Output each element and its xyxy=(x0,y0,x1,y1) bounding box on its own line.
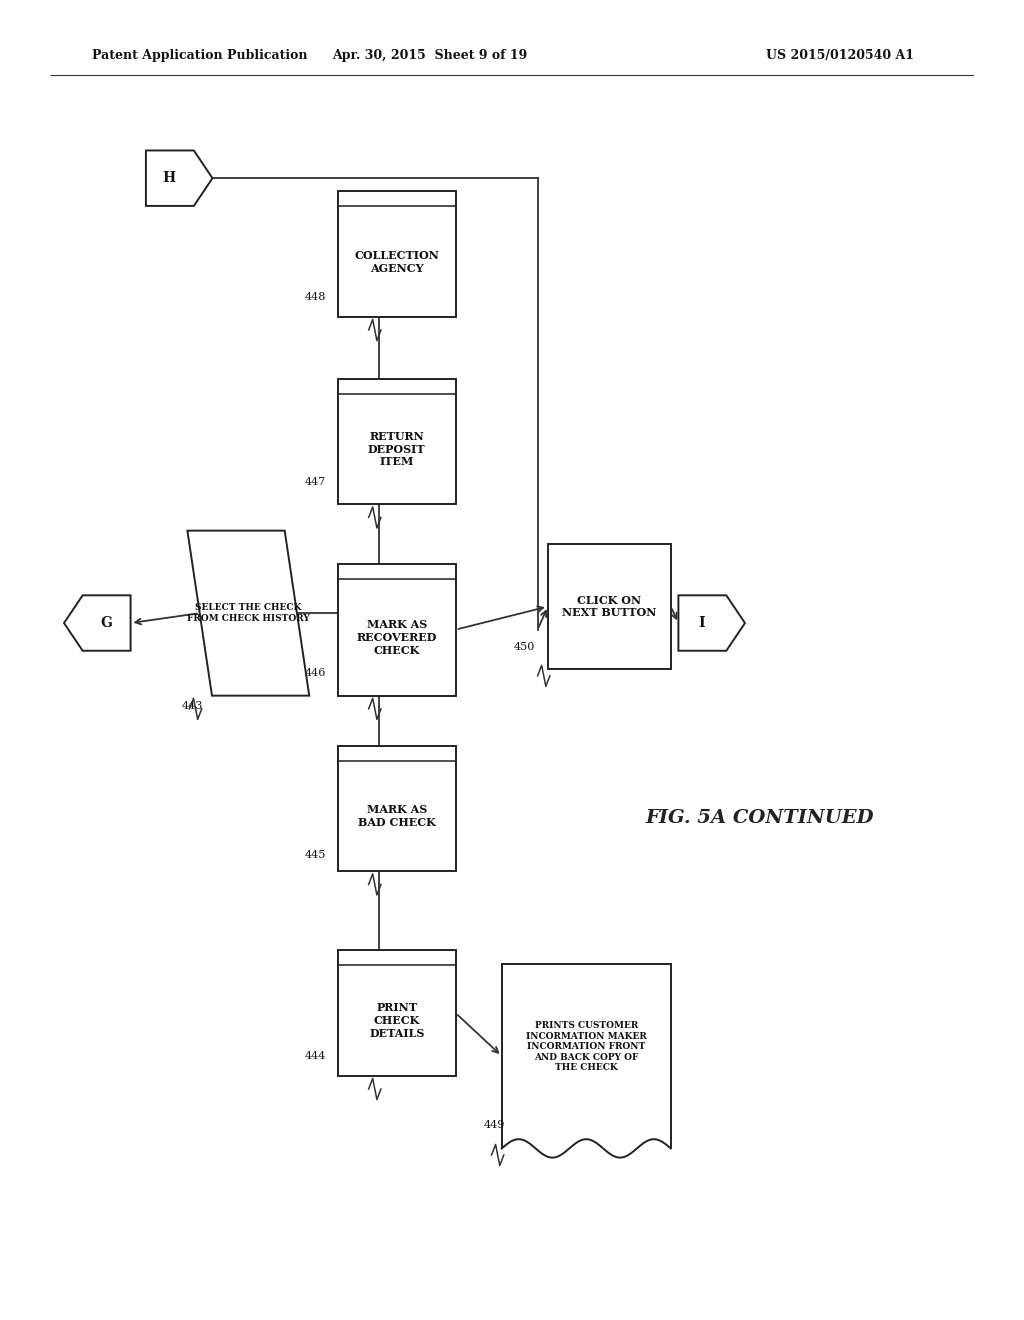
Text: 445: 445 xyxy=(304,850,326,861)
Text: PRINT
CHECK
DETAILS: PRINT CHECK DETAILS xyxy=(369,1002,425,1039)
Text: I: I xyxy=(698,616,705,630)
Bar xyxy=(338,950,456,1076)
Text: 443: 443 xyxy=(181,701,203,711)
Text: MARK AS
RECOVERED
CHECK: MARK AS RECOVERED CHECK xyxy=(356,619,437,656)
Polygon shape xyxy=(187,531,309,696)
Text: PRINTS CUSTOMER
INCORMATION MAKER
INCORMATION FRONT
AND BACK COPY OF
THE CHECK: PRINTS CUSTOMER INCORMATION MAKER INCORM… xyxy=(526,1022,646,1072)
Text: MARK AS
BAD CHECK: MARK AS BAD CHECK xyxy=(358,804,435,828)
Polygon shape xyxy=(63,595,131,651)
Text: 444: 444 xyxy=(304,1051,326,1061)
Bar xyxy=(548,544,671,669)
Text: US 2015/0120540 A1: US 2015/0120540 A1 xyxy=(766,49,913,62)
Text: H: H xyxy=(163,172,176,185)
Bar xyxy=(338,379,456,504)
Text: Apr. 30, 2015  Sheet 9 of 19: Apr. 30, 2015 Sheet 9 of 19 xyxy=(333,49,527,62)
Text: CLICK ON
NEXT BUTTON: CLICK ON NEXT BUTTON xyxy=(562,594,656,619)
Text: 449: 449 xyxy=(483,1119,505,1130)
Text: 447: 447 xyxy=(304,477,326,487)
Text: SELECT THE CHECK
FROM CHECK HISTORY: SELECT THE CHECK FROM CHECK HISTORY xyxy=(187,603,309,623)
Text: RETURN
DEPOSIT
ITEM: RETURN DEPOSIT ITEM xyxy=(368,430,426,467)
Bar xyxy=(338,191,456,317)
Bar xyxy=(338,746,456,871)
Polygon shape xyxy=(678,595,745,651)
Text: 446: 446 xyxy=(304,668,326,678)
Text: COLLECTION
AGENCY: COLLECTION AGENCY xyxy=(354,249,439,273)
Polygon shape xyxy=(145,150,213,206)
Text: G: G xyxy=(100,616,113,630)
Text: FIG. 5A CONTINUED: FIG. 5A CONTINUED xyxy=(645,809,873,828)
Text: 448: 448 xyxy=(304,292,326,302)
Text: Patent Application Publication: Patent Application Publication xyxy=(92,49,307,62)
Bar xyxy=(338,564,456,696)
Text: 450: 450 xyxy=(514,642,536,652)
Polygon shape xyxy=(502,964,671,1158)
